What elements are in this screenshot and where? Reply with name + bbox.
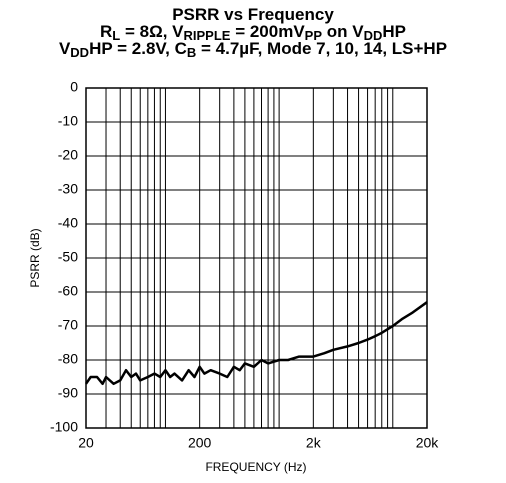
title-segment: V	[59, 39, 71, 58]
y-tick-label: -20	[58, 147, 78, 163]
title-segment: DD	[364, 28, 383, 43]
y-tick-label: -40	[58, 215, 78, 231]
title-segment: HP = 2.8V, C	[89, 39, 187, 58]
x-tick-label: 20	[78, 435, 94, 451]
x-tick-label: 20k	[416, 435, 440, 451]
title-segment: = 8Ω, V	[120, 22, 184, 41]
y-tick-label: -30	[58, 181, 78, 197]
y-tick-label: -80	[58, 351, 78, 367]
x-tick-label: 200	[188, 435, 212, 451]
title-segment: RIPPLE	[184, 28, 231, 43]
y-axis-label: PSRR (dB)	[28, 228, 42, 287]
plot-frame	[85, 87, 428, 429]
data-line	[84, 301, 428, 386]
x-axis-label: FREQUENCY (Hz)	[205, 460, 306, 474]
title-segment: L	[112, 28, 120, 43]
y-tick-label: -60	[58, 283, 78, 299]
title-segment: = 200mV	[230, 22, 305, 41]
title-segment: PSRR vs Frequency	[172, 5, 334, 24]
y-tick-label: -50	[58, 249, 78, 265]
chart-title: PSRR vs Frequency	[172, 5, 334, 24]
title-segment: on V	[322, 22, 364, 41]
title-segment: PP	[305, 28, 323, 43]
x-tick-label: 2k	[306, 435, 322, 451]
title-segment: R	[100, 22, 112, 41]
title-segment: DD	[70, 45, 89, 60]
title-segment: HP	[382, 22, 406, 41]
y-tick-label: -70	[58, 317, 78, 333]
title-segment: B	[187, 45, 196, 60]
chart-title: RL = 8Ω, VRIPPLE = 200mVPP on VDDHP	[100, 22, 406, 42]
y-tick-label: 0	[70, 79, 78, 95]
y-tick-label: -100	[50, 419, 78, 435]
y-tick-label: -10	[58, 113, 78, 129]
y-tick-label: -90	[58, 385, 78, 401]
chart-title: VDDHP = 2.8V, CB = 4.7µF, Mode 7, 10, 14…	[59, 39, 447, 59]
title-segment: = 4.7µF, Mode 7, 10, 14, LS+HP	[196, 39, 447, 58]
